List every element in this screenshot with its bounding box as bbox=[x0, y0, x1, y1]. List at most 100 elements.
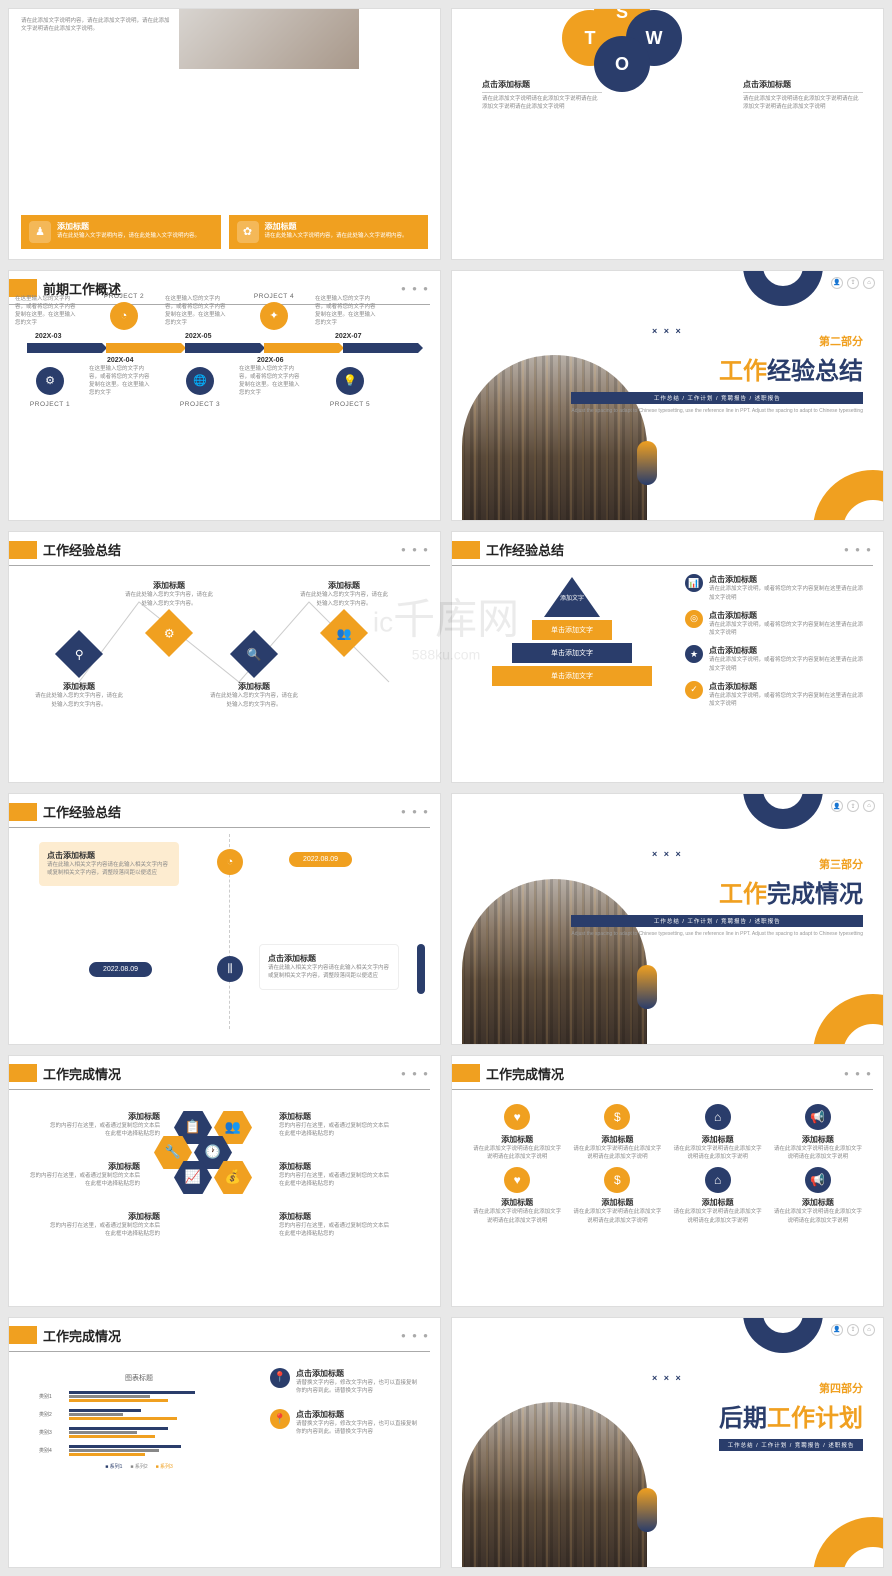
item-l2: 添加标题您的内容打在这里，或者通过复制您的文本后在此框中选择粘贴您的 bbox=[30, 1161, 140, 1189]
pin-icon: 📍 bbox=[270, 1409, 290, 1429]
decoration-ring-orange bbox=[813, 1517, 884, 1568]
timeline-arrows bbox=[27, 343, 422, 353]
section-title: 工作完成情况 bbox=[571, 874, 863, 909]
heart-icon: ♥ bbox=[504, 1104, 530, 1130]
slide-12-section-4: 👤⇪⌂ × × × 第四部分 后期工作计划 工作总结 / 工作计划 / 竞聘报告… bbox=[451, 1317, 884, 1569]
slide-1: 请在此添加文字说明内容，请在此添加文字说明，请在此添加文字说明请在此添加文字说明… bbox=[8, 8, 441, 260]
pyramid-items: 📊点击添加标题请在此添加文字说明，或者将您的文字内容复制在这里请在此添加文字说明… bbox=[685, 574, 865, 716]
megaphone-icon: 📢 bbox=[805, 1167, 831, 1193]
card-accent bbox=[417, 944, 425, 994]
chart-legend: 系列1 系列2 系列3 bbox=[39, 1463, 239, 1470]
decoration-ring-navy bbox=[743, 793, 823, 829]
section-title: 工作经验总结 bbox=[571, 351, 863, 386]
dollar-icon: $ bbox=[604, 1167, 630, 1193]
item-l3: 添加标题您的内容打在这里，或者通过复制您的文本后在此框中选择粘贴您的 bbox=[50, 1211, 160, 1239]
chart-title: 图表标题 bbox=[39, 1373, 239, 1383]
chart-icon: ⫼ bbox=[217, 956, 243, 982]
clock-icon: ◔ bbox=[217, 849, 243, 875]
diamond-icon: ⚲ bbox=[55, 630, 103, 678]
slide-title: 工作完成情况 bbox=[43, 1064, 121, 1083]
globe-icon: 🌐 bbox=[186, 367, 214, 395]
pyramid-diagram: 添加文字 单击添加文字 单击添加文字 单击添加文字 bbox=[492, 577, 652, 686]
info-box-2: ✿ 添加标题 请在此处输入文字说明内容，请在此处输入文字说明内容。 bbox=[229, 215, 429, 249]
slide-title: 工作经验总结 bbox=[43, 802, 121, 821]
project-5: 💡 PROJECT 5 bbox=[315, 365, 385, 408]
dollar-icon: $ bbox=[604, 1104, 630, 1130]
slide-5-diamonds: 工作经验总结● ● ● ⚲ 添加标题 请在此处输入您的文字内容，请在此处输入您的… bbox=[8, 531, 441, 783]
item-r2: 添加标题您的内容打在这里，或者通过复制您的文本后在此框中选择粘贴您的 bbox=[279, 1161, 389, 1189]
run-icon: ✦ bbox=[260, 302, 288, 330]
item-r1: 添加标题您的内容打在这里，或者通过复制您的文本后在此框中选择粘贴您的 bbox=[279, 1111, 389, 1139]
slide-title: 工作经验总结 bbox=[43, 540, 121, 559]
section-number: 第四部分 bbox=[719, 1380, 863, 1396]
swot-o: O bbox=[594, 36, 650, 92]
slide-title: 工作完成情况 bbox=[43, 1326, 121, 1345]
slide-8-section-3: 👤⇪⌂ × × × 第三部分 工作完成情况 工作总结 / 工作计划 / 竞聘报告… bbox=[451, 793, 884, 1045]
home-icon: ⌂ bbox=[705, 1167, 731, 1193]
diamond-icon: ⚙ bbox=[145, 609, 193, 657]
slide-7-timeline-cards: 工作经验总结● ● ● 点击添加标题 请在此输入相关文字内容请在此输入相关文字内… bbox=[8, 793, 441, 1045]
header-dots: ● ● ● bbox=[401, 284, 430, 293]
home-icon: ⌂ bbox=[705, 1104, 731, 1130]
city-image bbox=[462, 1402, 647, 1568]
clock-icon: ◔ bbox=[110, 302, 138, 330]
bar-chart: 图表标题 类别1类别2类别3类别4 系列1 系列2 系列3 bbox=[39, 1373, 239, 1470]
heart-icon: ♥ bbox=[504, 1167, 530, 1193]
gears-icon: ⚙ bbox=[36, 367, 64, 395]
card-2: 点击添加标题 请在此输入相关文字内容请在此输入相关文字内容或复制相关文字内容，调… bbox=[259, 944, 399, 990]
chart-side-items: 📍点击添加标题请替换文字内容，修改文字内容，也可以直接复制你的内容到此。请替换文… bbox=[270, 1368, 420, 1451]
photo-placeholder bbox=[179, 9, 359, 69]
item-3: 🔍 添加标题 请在此处输入您的文字内容，请在此处输入您的文字内容。 bbox=[209, 637, 299, 709]
slide-3-timeline: 前期工作概述● ● ● PROJECT 2 ◔ PROJECT 4 ✦ 在这里输… bbox=[8, 270, 441, 522]
slide-title: 工作经验总结 bbox=[486, 540, 564, 559]
pyramid-top: 添加文字 bbox=[544, 577, 600, 617]
star-icon: ★ bbox=[685, 645, 703, 663]
slide-title: 工作完成情况 bbox=[486, 1064, 564, 1083]
item-r3: 添加标题您的内容打在这里，或者通过复制您的文本后在此框中选择粘贴您的 bbox=[279, 1211, 389, 1239]
swot-text-1: 点击添加标题 请在此添加文字说明请在此添加文字说明请在此添加文字说明请在此添加文… bbox=[482, 79, 602, 112]
section-subtitle-bar: 工作总结 / 工作计划 / 竞聘报告 / 述职报告 bbox=[571, 392, 863, 404]
section-description: Adjust the spacing to adapt to Chinese t… bbox=[571, 408, 863, 415]
decoration-ring-navy bbox=[743, 1317, 823, 1353]
chart-icon: 📊 bbox=[685, 574, 703, 592]
diamond-icon: 👥 bbox=[320, 609, 368, 657]
date-pill-1: 2022.08.09 bbox=[289, 852, 352, 867]
slide-4-section-2: 👤⇪⌂ × × × 第二部分 工作经验总结 工作总结 / 工作计划 / 竞聘报告… bbox=[451, 270, 884, 522]
megaphone-icon: 📢 bbox=[805, 1104, 831, 1130]
hexagon-cluster: 📋👥 🔧🕐 📈💰 bbox=[174, 1111, 252, 1194]
home-icon: ⌂ bbox=[863, 277, 875, 289]
project-3: 🌐 PROJECT 3 bbox=[165, 365, 235, 408]
slide-10-icon-grid: 工作完成情况● ● ● ♥添加标题请在此添加文字说明请在此添加文字说明请在此添加… bbox=[451, 1055, 884, 1307]
decoration-ring-navy bbox=[743, 270, 823, 306]
card-1: 点击添加标题 请在此输入相关文字内容请在此输入相关文字内容或复制相关文字内容，调… bbox=[39, 842, 179, 886]
section-title: 后期工作计划 bbox=[719, 1398, 863, 1433]
pyramid-level-3: 单击添加文字 bbox=[512, 643, 632, 663]
share-icon: ⇪ bbox=[847, 277, 859, 289]
project-1: ⚙ PROJECT 1 bbox=[15, 365, 85, 408]
diamond-icon: 🔍 bbox=[230, 630, 278, 678]
slide-9-hexagons: 工作完成情况● ● ● 📋👥 🔧🕐 📈💰 添加标题您的内容打在这里，或者通过复制… bbox=[8, 1055, 441, 1307]
date-pill-2: 2022.08.09 bbox=[89, 962, 152, 977]
section-number: 第二部分 bbox=[571, 333, 863, 349]
nav-icons: 👤 ⇪ ⌂ bbox=[831, 277, 875, 289]
decoration-ring-orange bbox=[813, 994, 884, 1045]
gear-icon: ✿ bbox=[237, 221, 259, 243]
project-4: PROJECT 4 ✦ bbox=[239, 293, 309, 332]
pyramid-level-4: 单击添加文字 bbox=[492, 666, 652, 686]
decoration-pill bbox=[637, 441, 657, 485]
slide-6-pyramid: 工作经验总结● ● ● 添加文字 单击添加文字 单击添加文字 单击添加文字 📊点… bbox=[451, 531, 884, 783]
slide-2-swot: S W T O 点击添加标题 请在此添加文字说明请在此添加文字说明请在此添加文字… bbox=[451, 8, 884, 260]
slide-grid: 请在此添加文字说明内容，请在此添加文字说明，请在此添加文字说明请在此添加文字说明… bbox=[8, 8, 884, 1568]
swot-text-2: 点击添加标题 请在此添加文字说明请在此添加文字说明请在此添加文字说明请在此添加文… bbox=[743, 79, 863, 112]
user-icon: 👤 bbox=[831, 277, 843, 289]
pyramid-level-2: 单击添加文字 bbox=[532, 620, 612, 640]
pin-icon: 📍 bbox=[270, 1368, 290, 1388]
target-icon: ◎ bbox=[685, 610, 703, 628]
body-text: 请在此添加文字说明内容，请在此添加文字说明，请在此添加文字说明请在此添加文字说明… bbox=[21, 17, 171, 34]
project-2: PROJECT 2 ◔ bbox=[89, 293, 159, 332]
item-1: ⚲ 添加标题 请在此处输入您的文字内容，请在此处输入您的文字内容。 bbox=[34, 637, 124, 709]
slide-11-chart: 工作完成情况● ● ● 图表标题 类别1类别2类别3类别4 系列1 系列2 系列… bbox=[8, 1317, 441, 1569]
decoration-ring-orange bbox=[813, 470, 884, 521]
item-l1: 添加标题您的内容打在这里，或者通过复制您的文本后在此框中选择粘贴您的 bbox=[50, 1111, 160, 1139]
item-2: 添加标题 请在此处输入您的文字内容，请在此处输入您的文字内容。 ⚙ bbox=[124, 580, 214, 650]
